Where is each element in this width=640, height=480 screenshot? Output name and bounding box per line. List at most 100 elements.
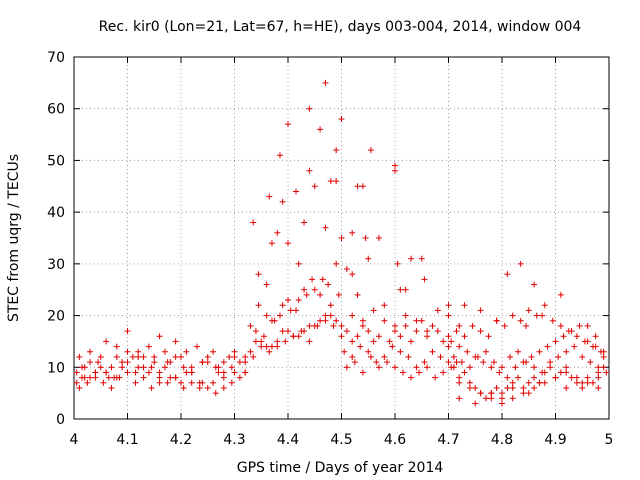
- data-point: [87, 348, 94, 355]
- data-point: [76, 353, 83, 360]
- data-point: [263, 312, 270, 319]
- data-point: [285, 328, 291, 335]
- data-point: [145, 369, 152, 376]
- data-point: [408, 338, 415, 345]
- data-point: [338, 235, 345, 241]
- data-point: [579, 379, 586, 386]
- x-tick-labels: 4 4.1 4.2 4.3 4.4 4.5 4.6 4.7 4.8 4.9 5: [70, 432, 614, 448]
- data-point: [474, 353, 481, 360]
- data-point: [458, 359, 465, 366]
- data-point: [354, 333, 361, 340]
- data-point: [148, 364, 155, 371]
- data-point: [295, 297, 302, 304]
- data-point: [424, 328, 431, 335]
- data-point: [210, 379, 217, 386]
- data-point: [448, 338, 455, 345]
- data-point: [135, 348, 142, 355]
- data-point: [573, 374, 580, 381]
- data-point: [317, 291, 324, 298]
- data-point: [295, 333, 302, 340]
- data-point: [365, 255, 372, 262]
- data-point: [124, 369, 131, 376]
- data-point: [370, 307, 377, 314]
- data-point: [113, 353, 120, 360]
- data-point: [255, 302, 262, 309]
- data-point: [293, 188, 300, 195]
- data-point: [595, 374, 602, 381]
- data-point: [279, 328, 286, 335]
- x-axis-label: GPS time / Days of year 2014: [237, 460, 444, 476]
- data-point: [311, 183, 318, 190]
- data-point: [231, 348, 238, 355]
- data-point: [394, 260, 401, 267]
- data-point: [477, 390, 484, 397]
- data-point: [76, 384, 83, 391]
- data-point: [547, 364, 554, 371]
- data-point: [113, 374, 120, 381]
- data-point: [531, 364, 538, 371]
- data-point: [164, 379, 171, 386]
- data-point: [517, 317, 524, 324]
- data-point: [464, 348, 471, 355]
- x-tick-label: 4.4: [277, 432, 299, 448]
- data-point: [389, 343, 396, 350]
- data-point: [242, 369, 249, 376]
- data-point: [319, 276, 326, 283]
- data-point: [325, 281, 332, 288]
- data-point: [413, 328, 420, 335]
- data-point: [279, 302, 286, 309]
- data-point: [381, 317, 388, 324]
- data-point: [335, 291, 342, 298]
- data-point: [333, 178, 340, 185]
- data-point: [151, 359, 158, 366]
- data-point: [520, 384, 527, 391]
- data-point: [140, 374, 147, 381]
- data-point: [584, 374, 591, 381]
- data-point: [108, 364, 115, 371]
- data-point: [434, 307, 441, 314]
- data-point: [482, 395, 489, 402]
- data-point: [531, 384, 538, 391]
- data-point: [92, 374, 99, 381]
- data-point: [330, 322, 337, 329]
- data-point: [402, 286, 409, 293]
- data-point: [188, 379, 195, 386]
- data-point: [493, 317, 500, 324]
- y-tick-label: 0: [56, 412, 65, 428]
- x-tick-label: 4.3: [223, 432, 245, 448]
- data-point: [215, 364, 222, 371]
- data-point: [600, 364, 607, 371]
- data-point: [338, 116, 345, 123]
- data-point: [469, 322, 476, 329]
- data-point: [260, 333, 267, 340]
- data-point: [276, 312, 283, 319]
- y-tick-labels: 0 10 20 30 40 50 60 70: [47, 50, 65, 428]
- data-point: [445, 302, 452, 309]
- data-point: [466, 379, 473, 386]
- data-point: [424, 364, 431, 371]
- data-point: [231, 353, 238, 360]
- data-point: [349, 229, 356, 236]
- data-point: [242, 359, 249, 366]
- data-point: [103, 369, 110, 376]
- data-point: [156, 369, 163, 376]
- y-tick-label: 70: [47, 50, 65, 66]
- data-point: [367, 147, 374, 154]
- data-point: [445, 333, 452, 340]
- data-point: [576, 322, 583, 329]
- data-point: [81, 374, 88, 381]
- data-point: [595, 384, 602, 391]
- data-point: [392, 322, 398, 329]
- data-point: [301, 286, 308, 293]
- data-point: [589, 343, 596, 350]
- data-point: [357, 343, 364, 350]
- data-point: [402, 312, 409, 319]
- data-point: [432, 374, 439, 381]
- data-point: [252, 338, 259, 345]
- data-point: [383, 359, 390, 366]
- data-point: [212, 390, 219, 397]
- data-point: [252, 328, 259, 335]
- data-point: [343, 364, 350, 371]
- data-point: [504, 271, 511, 278]
- data-point: [589, 379, 596, 386]
